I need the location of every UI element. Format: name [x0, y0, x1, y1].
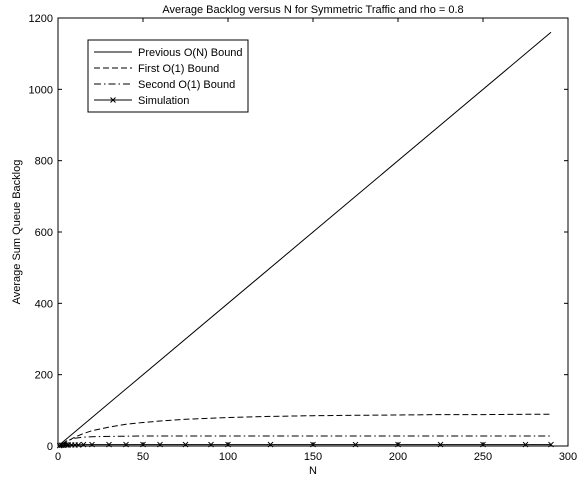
y-tick-label: 400 — [35, 298, 53, 310]
x-tick-label: 50 — [137, 451, 149, 463]
x-tick-label: 300 — [559, 451, 577, 463]
simulation-point — [63, 442, 70, 448]
y-tick-label: 1200 — [29, 13, 53, 25]
simulation-point — [225, 441, 231, 448]
y-tick-label: 200 — [35, 370, 53, 382]
y-tick-label: 1000 — [29, 84, 53, 96]
legend-label: First O(1) Bound — [138, 63, 219, 75]
simulation-point — [208, 441, 214, 448]
legend-label: Simulation — [138, 95, 189, 107]
simulation-point — [157, 441, 163, 448]
simulation-point — [123, 441, 129, 448]
simulation-point — [310, 441, 316, 448]
simulation-point — [352, 441, 359, 448]
y-axis-title: Average Sum Queue Backlog — [11, 160, 23, 305]
simulation-point — [267, 441, 274, 448]
x-tick-label: 0 — [55, 451, 61, 463]
series-line-3 — [61, 435, 551, 446]
series-layer — [56, 31, 554, 449]
simulation-point — [80, 441, 87, 448]
simulation-point — [140, 441, 146, 448]
simulation-point — [548, 441, 554, 448]
series-line-2 — [61, 413, 551, 446]
legend-label: Second O(1) Bound — [138, 79, 235, 91]
simulation-point — [182, 441, 189, 448]
simulation-point — [106, 441, 112, 448]
x-tick-label: 150 — [304, 451, 322, 463]
series-line-4 — [59, 444, 551, 447]
y-tick-label: 0 — [47, 441, 53, 453]
y-tick-label: 600 — [35, 227, 53, 239]
simulation-point — [89, 441, 95, 448]
x-tick-label: 100 — [219, 451, 237, 463]
simulation-point — [522, 441, 529, 448]
x-axis-ticks: 0 50 100 150 200 250 300 — [55, 18, 577, 463]
simulation-point — [75, 442, 82, 448]
legend: Previous O(N) Bound First O(1) Bound Secon… — [87, 39, 249, 113]
legend-label: Previous O(N) Bound — [138, 47, 243, 59]
y-axis-ticks: 0 200 400 600 800 1000 1200 — [29, 13, 568, 453]
x-axis-title: N — [309, 465, 317, 477]
chart-title: Average Backlog versus N for Symmetric T… — [162, 4, 463, 16]
series-line-1 — [59, 31, 552, 445]
simulation-point — [395, 441, 401, 448]
y-tick-label: 800 — [35, 156, 53, 168]
legend-marker — [110, 97, 116, 103]
simulation-point — [437, 441, 444, 448]
x-tick-label: 250 — [474, 451, 492, 463]
x-tick-label: 200 — [389, 451, 407, 463]
simulation-point — [480, 441, 486, 448]
